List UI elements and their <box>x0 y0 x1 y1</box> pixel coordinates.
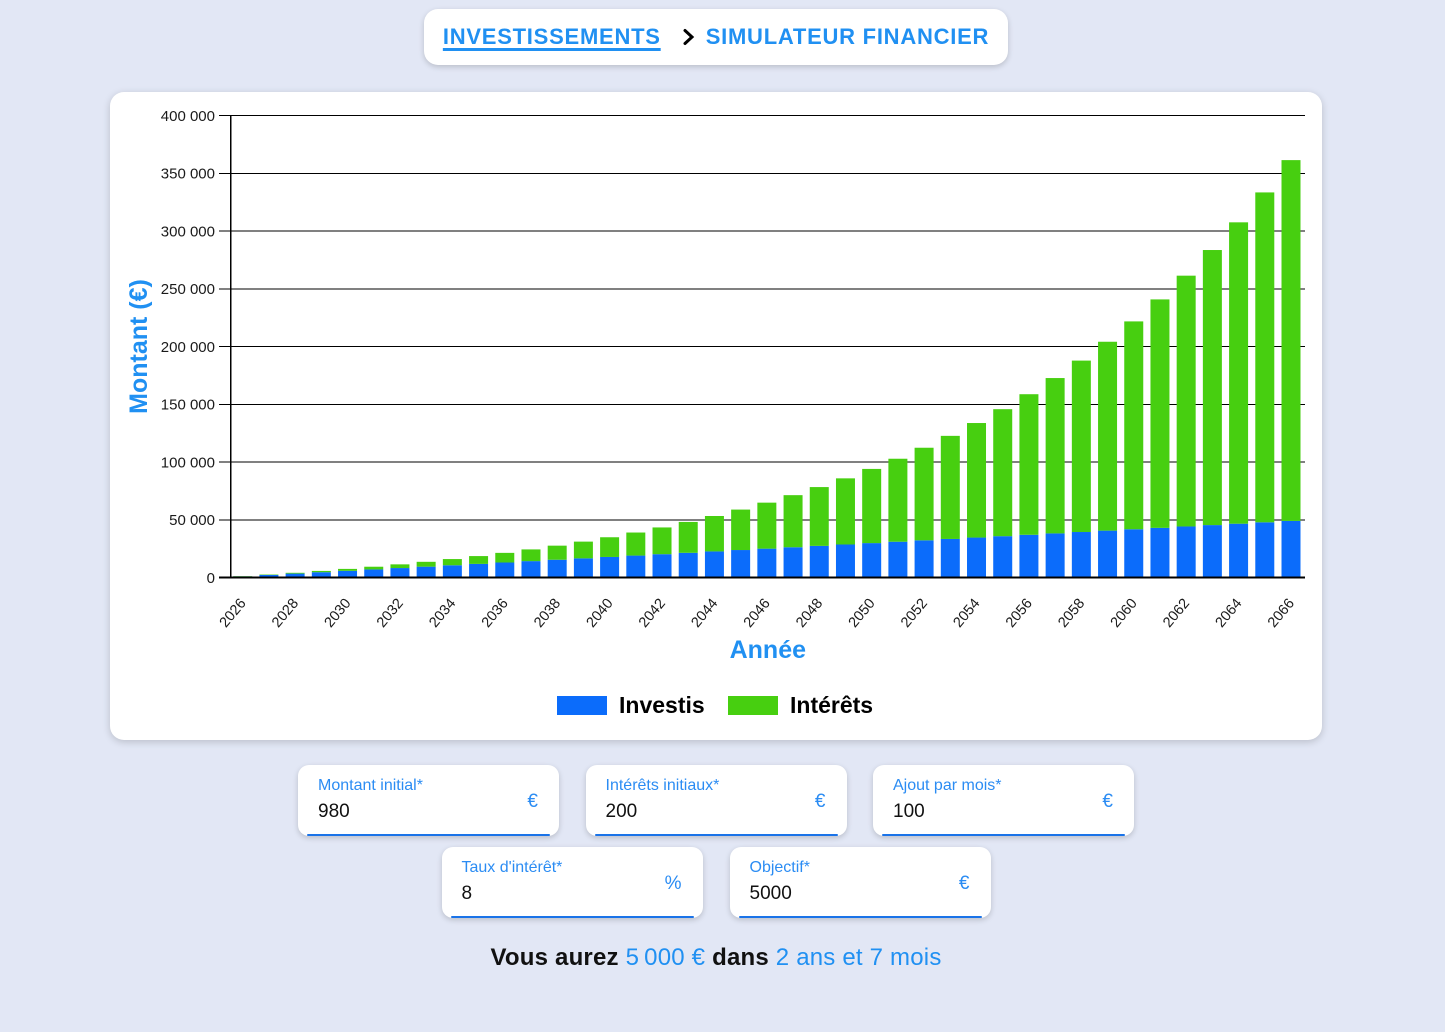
svg-text:Intérêts: Intérêts <box>790 692 873 718</box>
svg-text:2030: 2030 <box>321 596 354 631</box>
svg-text:300 000: 300 000 <box>161 223 215 240</box>
svg-text:Année: Année <box>730 636 807 664</box>
svg-text:2040: 2040 <box>584 596 617 631</box>
svg-text:2042: 2042 <box>636 596 669 631</box>
svg-text:2050: 2050 <box>846 596 879 631</box>
svg-text:Montant (€): Montant (€) <box>125 279 153 414</box>
svg-text:2048: 2048 <box>793 596 826 631</box>
svg-text:2038: 2038 <box>531 596 564 631</box>
svg-text:150 000: 150 000 <box>161 397 215 414</box>
svg-text:350 000: 350 000 <box>161 166 215 183</box>
svg-text:2058: 2058 <box>1055 596 1088 631</box>
svg-text:2060: 2060 <box>1108 596 1141 631</box>
svg-text:2026: 2026 <box>217 596 250 631</box>
svg-text:2036: 2036 <box>479 596 512 631</box>
svg-text:2064: 2064 <box>1213 596 1246 631</box>
svg-text:2034: 2034 <box>426 596 459 631</box>
svg-text:2054: 2054 <box>950 596 983 631</box>
svg-text:2056: 2056 <box>1003 596 1036 631</box>
svg-text:Investis: Investis <box>619 692 705 718</box>
svg-text:200 000: 200 000 <box>161 339 215 356</box>
svg-text:2046: 2046 <box>741 596 774 631</box>
svg-text:400 000: 400 000 <box>161 108 215 125</box>
svg-text:100 000: 100 000 <box>161 454 215 471</box>
svg-text:2028: 2028 <box>269 596 302 631</box>
svg-text:2032: 2032 <box>374 596 407 631</box>
svg-text:2044: 2044 <box>688 596 721 631</box>
svg-text:50 000: 50 000 <box>169 512 215 529</box>
svg-text:2052: 2052 <box>898 596 931 631</box>
svg-text:2066: 2066 <box>1265 596 1298 631</box>
svg-text:0: 0 <box>207 570 215 587</box>
svg-text:2062: 2062 <box>1160 596 1193 631</box>
svg-text:250 000: 250 000 <box>161 281 215 298</box>
